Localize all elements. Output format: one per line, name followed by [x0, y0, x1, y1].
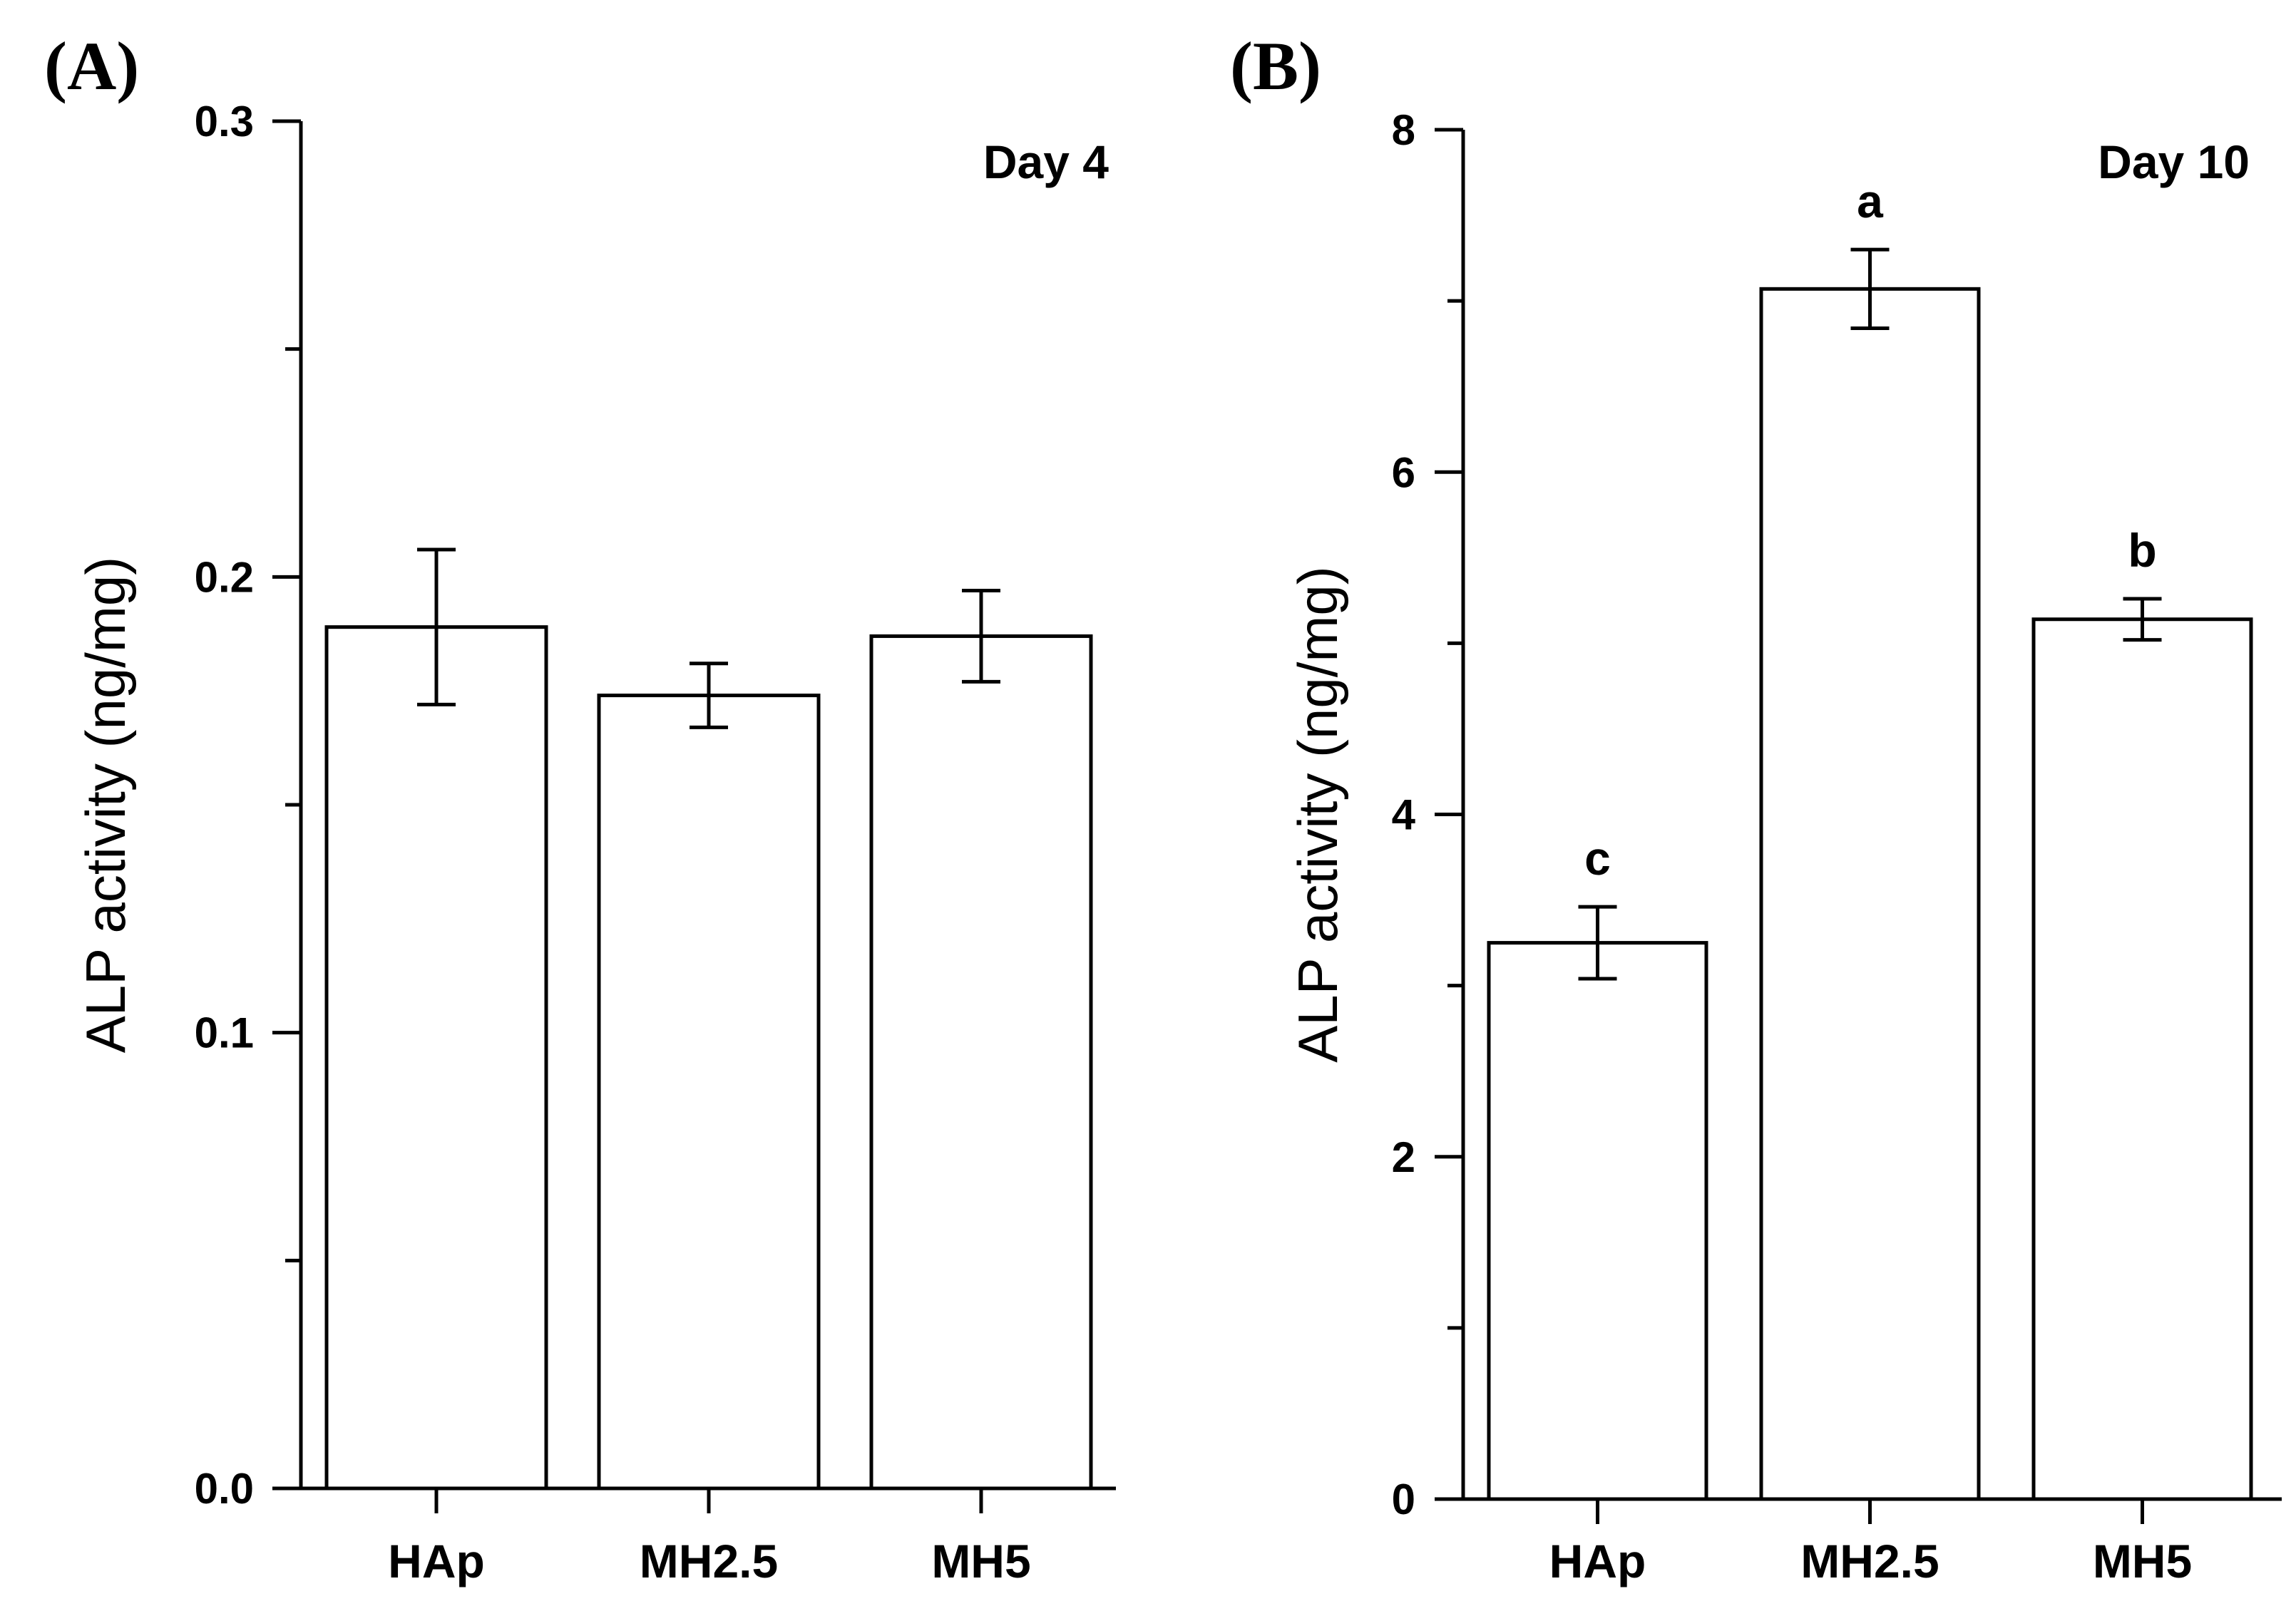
x-tick-label: HAp — [1549, 1535, 1646, 1587]
y-tick-label: 6 — [1392, 448, 1415, 496]
y-tick-label: 8 — [1392, 106, 1415, 154]
bar-hap — [324, 625, 548, 1491]
bar-mh2-5 — [597, 694, 821, 1491]
day-annotation: Day 4 — [983, 135, 1109, 188]
bar-hap — [1487, 941, 1708, 1501]
panel-b-chart: (B) Day 10 0 2 4 6 8 ALP activity (ng/mg) HAp c MH… — [1230, 28, 2282, 1587]
x-tick-label: MH2.5 — [1800, 1535, 1939, 1587]
x-tick-label: MH5 — [931, 1535, 1030, 1587]
x-tick-label: MH2.5 — [640, 1535, 778, 1587]
x-tick-label: MH5 — [2093, 1535, 2192, 1587]
day-annotation: Day 10 — [2098, 135, 2250, 188]
y-tick-label: 0 — [1392, 1476, 1415, 1523]
y-axis-label: ALP activity (ng/mg) — [1286, 566, 1349, 1062]
panel-a-chart: (A) Day 4 0.0 0.1 0.2 0.3 ALP activity (ng/mg)… — [44, 28, 1116, 1587]
x-tick-label: HAp — [388, 1535, 485, 1587]
bar-mh5 — [869, 634, 1093, 1491]
panel-label: (B) — [1230, 28, 1321, 104]
y-tick-label: 0.1 — [195, 1009, 254, 1057]
y-tick-label: 0.3 — [195, 98, 254, 145]
y-tick-label: 2 — [1392, 1133, 1415, 1181]
bar-mh5 — [2031, 617, 2253, 1501]
y-axis-label: ALP activity (ng/mg) — [74, 557, 137, 1053]
significance-label: c — [1584, 832, 1611, 885]
y-tick-label: 0.2 — [195, 553, 254, 601]
bar-mh2-5 — [1759, 287, 1981, 1501]
significance-label: a — [1857, 175, 1884, 227]
y-tick-label: 4 — [1392, 791, 1416, 839]
significance-label: b — [2128, 524, 2156, 577]
y-tick-label: 0.0 — [195, 1465, 254, 1513]
panel-label: (A) — [44, 28, 139, 104]
